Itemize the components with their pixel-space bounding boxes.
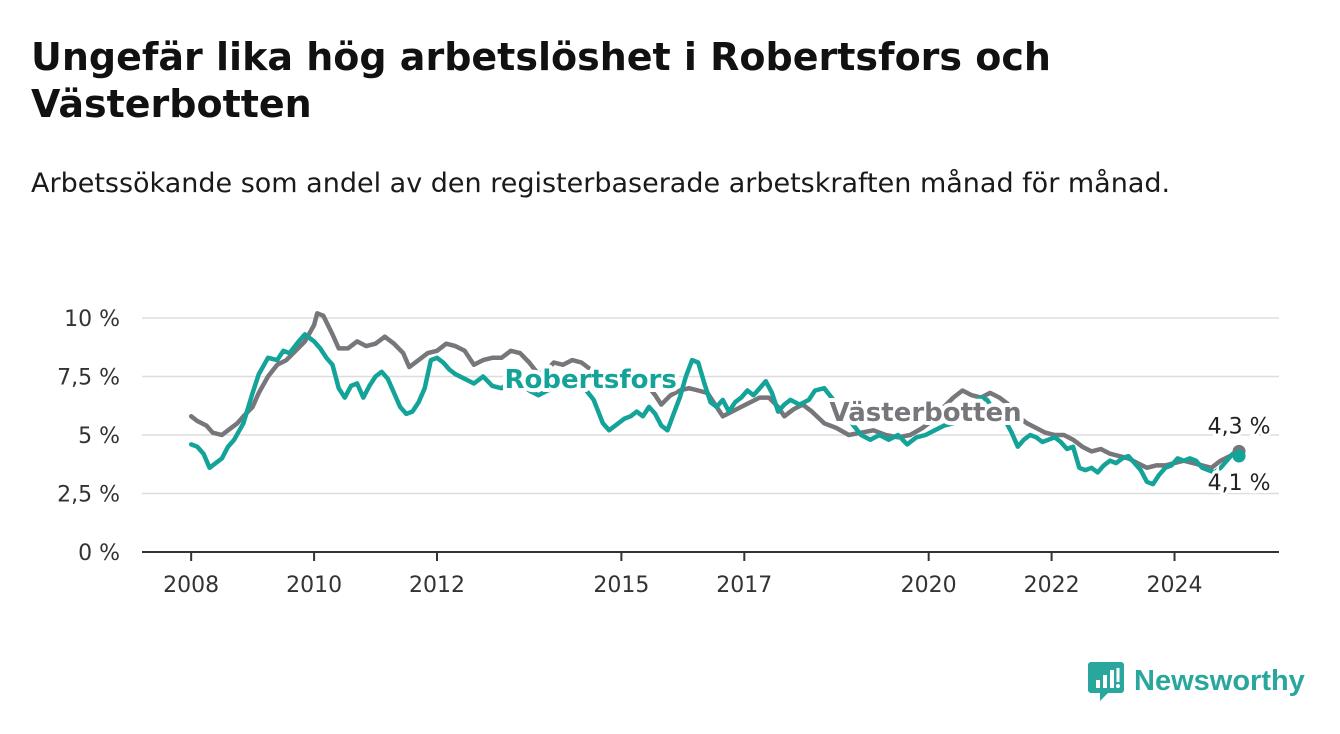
x-tick-label: 2008 (163, 573, 219, 598)
gridlines (142, 317, 1279, 495)
x-tick-label: 2012 (409, 573, 465, 598)
brand-name: Newsworthy (1134, 664, 1305, 697)
end-markers: 4,3 % 4,1 % (1205, 411, 1274, 499)
x-axis-ticks: 2008 2010 2012 2015 2017 2020 2022 2024 (163, 552, 1203, 598)
x-tick-label: 2015 (593, 573, 649, 598)
y-tick-label: 5 % (78, 424, 120, 449)
y-tick-label: 2,5 % (57, 483, 120, 508)
series-labels: Robertsfors Västerbotten (500, 361, 1025, 432)
chart-subtitle: Arbetssökande som andel av den registerb… (31, 168, 1171, 199)
series-label-vasterbotten: Västerbotten (830, 398, 1022, 428)
newsworthy-icon (1088, 662, 1124, 701)
y-axis-ticks: 0 % 2,5 % 5 % 7,5 % 10 % (57, 307, 120, 566)
x-tick-label: 2022 (1024, 573, 1080, 598)
newsworthy-logo: Newsworthy (1088, 660, 1305, 702)
x-tick-label: 2010 (286, 573, 342, 598)
y-tick-label: 10 % (64, 307, 120, 332)
chart-title: Ungefär lika hög arbetslöshet i Robertsf… (31, 35, 1051, 126)
series-label-robertsfors: Robertsfors (504, 365, 676, 395)
x-tick-label: 2024 (1147, 573, 1203, 598)
y-tick-label: 7,5 % (57, 366, 120, 391)
end-label-robertsfors: 4,1 % (1208, 471, 1271, 496)
end-label-vasterbotten: 4,3 % (1208, 414, 1271, 439)
x-tick-label: 2020 (901, 573, 957, 598)
y-tick-label: 0 % (78, 541, 120, 566)
end-marker-robertsfors (1232, 449, 1246, 463)
series-line-robertsfors (188, 332, 1242, 487)
series-lines (188, 311, 1242, 487)
x-tick-label: 2017 (716, 573, 772, 598)
